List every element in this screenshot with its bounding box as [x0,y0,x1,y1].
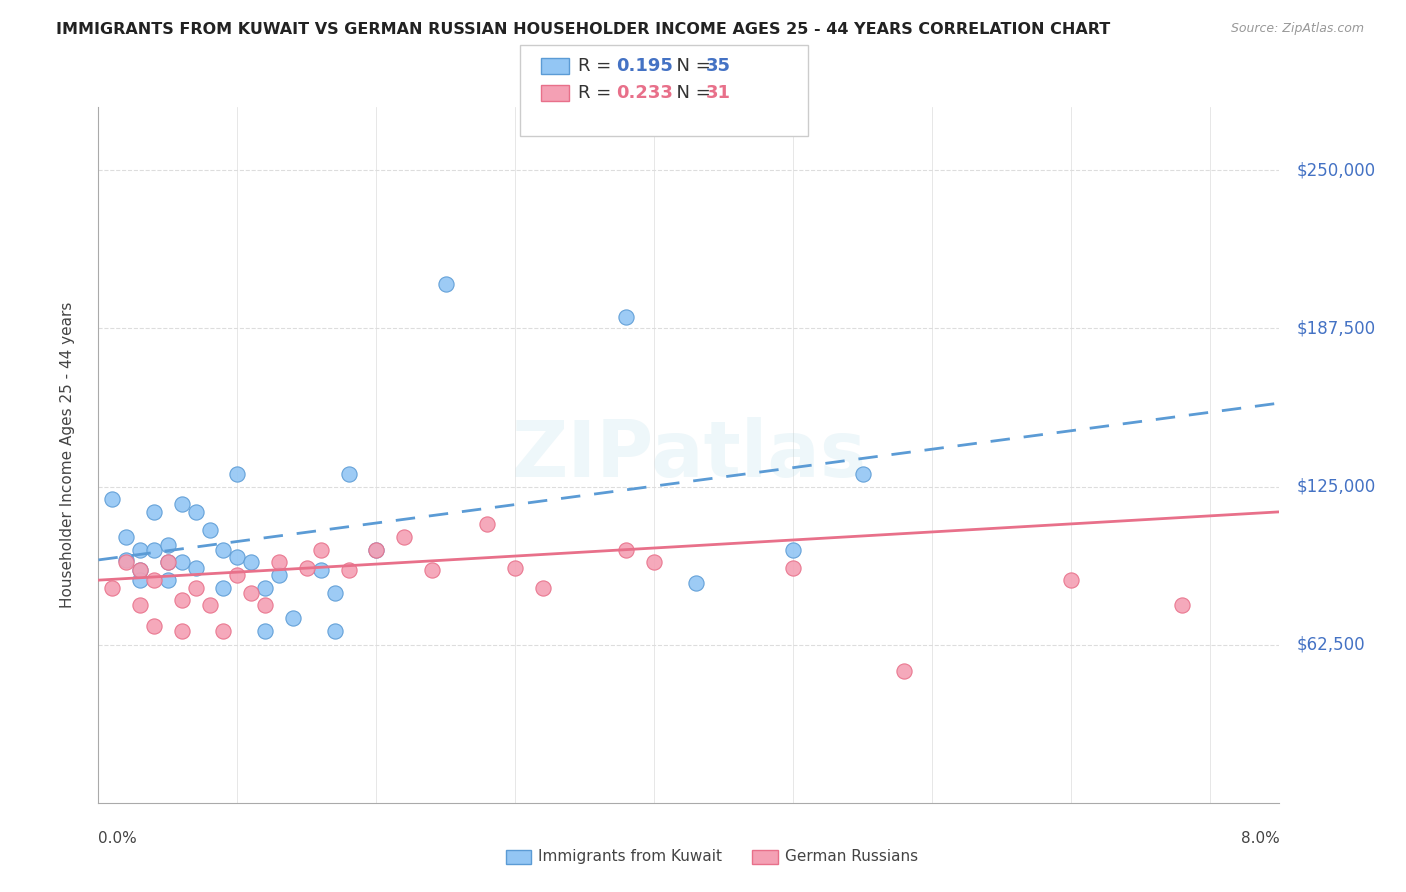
Text: 0.0%: 0.0% [98,830,138,846]
Point [323,586,346,600]
Point [281,611,304,625]
Point [184,505,207,519]
Point [226,467,249,481]
Point [156,538,179,552]
Point [170,624,193,638]
Point [143,505,166,519]
Point [156,556,179,570]
Point [226,550,249,565]
Point [143,618,166,632]
Point [477,517,499,532]
Point [240,586,263,600]
Point [115,530,138,544]
Point [156,556,179,570]
Point [323,624,346,638]
Text: ZIPatlas: ZIPatlas [512,417,866,493]
Point [267,556,290,570]
Text: N =: N = [665,57,717,75]
Point [1171,599,1194,613]
Point [170,556,193,570]
Point [503,560,526,574]
Point [184,560,207,574]
Point [643,556,665,570]
Point [129,563,152,577]
Text: Source: ZipAtlas.com: Source: ZipAtlas.com [1230,22,1364,36]
Point [1060,573,1083,587]
Point [143,542,166,557]
Point [337,563,360,577]
Point [143,573,166,587]
Text: $125,000: $125,000 [1296,477,1375,496]
Point [616,542,638,557]
Text: N =: N = [665,84,717,102]
Point [226,568,249,582]
Point [392,530,415,544]
Point [129,563,152,577]
Text: R =: R = [578,57,617,75]
Text: IMMIGRANTS FROM KUWAIT VS GERMAN RUSSIAN HOUSEHOLDER INCOME AGES 25 - 44 YEARS C: IMMIGRANTS FROM KUWAIT VS GERMAN RUSSIAN… [56,22,1111,37]
Point [212,624,235,638]
Text: $187,500: $187,500 [1296,319,1375,337]
Text: German Russians: German Russians [785,849,918,863]
Point [129,599,152,613]
Text: 31: 31 [706,84,731,102]
Point [115,556,138,570]
Point [366,542,388,557]
Point [309,563,332,577]
Point [212,542,235,557]
Point [267,568,290,582]
Point [129,573,152,587]
Point [254,599,277,613]
Point [434,277,457,292]
Text: $62,500: $62,500 [1296,636,1365,654]
Point [212,581,235,595]
Point [156,573,179,587]
Point [198,599,221,613]
Point [184,581,207,595]
Point [101,492,124,507]
Text: $250,000: $250,000 [1296,161,1375,179]
Point [115,553,138,567]
Text: 0.233: 0.233 [616,84,672,102]
Text: 35: 35 [706,57,731,75]
Text: R =: R = [578,84,617,102]
Point [420,563,443,577]
Point [254,624,277,638]
Point [101,581,124,595]
Point [782,560,804,574]
Point [198,523,221,537]
Point [616,310,638,324]
Point [893,665,915,679]
Point [129,542,152,557]
Point [295,560,318,574]
Point [685,575,707,590]
Point [531,581,554,595]
Point [254,581,277,595]
Y-axis label: Householder Income Ages 25 - 44 years: Householder Income Ages 25 - 44 years [60,301,75,608]
Point [366,542,388,557]
Point [782,542,804,557]
Point [240,556,263,570]
Point [852,467,875,481]
Text: Immigrants from Kuwait: Immigrants from Kuwait [538,849,723,863]
Text: 8.0%: 8.0% [1240,830,1279,846]
Point [170,497,193,511]
Text: 0.195: 0.195 [616,57,672,75]
Point [170,593,193,607]
Point [309,542,332,557]
Point [337,467,360,481]
